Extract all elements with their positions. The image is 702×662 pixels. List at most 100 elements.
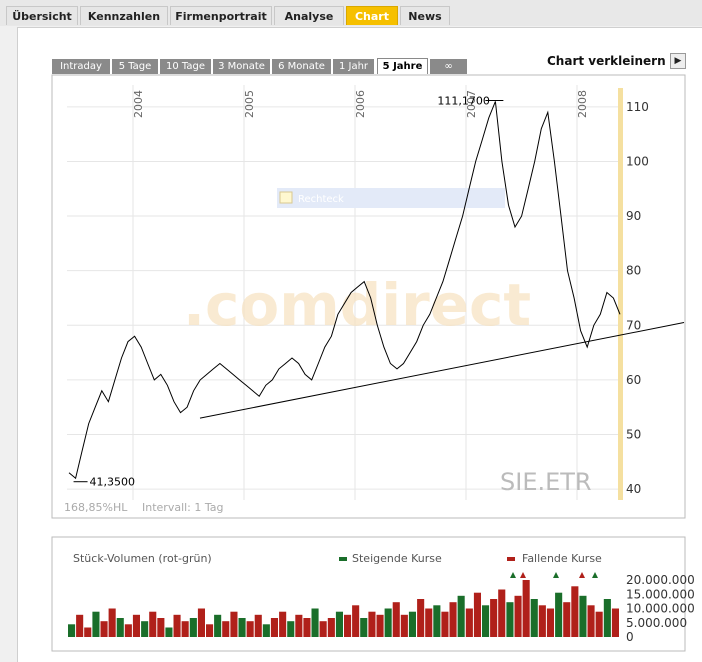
volume-bar	[449, 602, 457, 637]
max-label: 111,1700	[437, 94, 490, 107]
period-tab-0[interactable]: Intraday	[52, 59, 111, 74]
rechteck-label: Rechteck	[298, 194, 344, 205]
tab-firmenportrait[interactable]: Firmenportrait	[170, 6, 272, 25]
volume-bar	[84, 627, 92, 637]
price-line	[68, 101, 621, 480]
trend-line	[199, 322, 685, 419]
volume-y-label: 5.000.000	[626, 616, 687, 630]
legend-up-label: Steigende Kurse	[352, 552, 442, 565]
period-tab-7[interactable]: ∞	[430, 59, 468, 74]
volume-bar	[555, 592, 563, 637]
volume-bar	[392, 602, 400, 637]
x-tick-label: 2005	[243, 90, 256, 118]
range-label: 168,85%HL	[64, 501, 128, 514]
tab-kennzahlen[interactable]: Kennzahlen	[80, 6, 168, 25]
volume-bar	[538, 605, 546, 637]
period-tab-4[interactable]: 6 Monate	[272, 59, 332, 74]
volume-y-label: 15.000.000	[626, 587, 695, 601]
y-tick-label: 40	[626, 482, 641, 496]
x-tick-label: 2007	[465, 90, 478, 118]
volume-bar	[270, 618, 278, 637]
volume-bar	[206, 624, 214, 637]
tab-analyse[interactable]: Analyse	[274, 6, 344, 25]
legend-up-swatch	[339, 557, 347, 561]
volume-bar	[76, 614, 84, 637]
volume-bar	[222, 621, 230, 637]
tab-chart[interactable]: Chart	[346, 6, 398, 25]
y-tick-label: 100	[626, 154, 649, 168]
volume-bar	[335, 611, 343, 637]
volume-bar	[149, 611, 157, 637]
volume-bar	[116, 618, 124, 637]
volume-y-label: 10.000.000	[626, 602, 695, 616]
volume-bar	[465, 608, 473, 637]
volume-bar	[181, 621, 189, 637]
rechteck-icon	[279, 191, 293, 204]
volume-bar	[246, 621, 254, 637]
y-tick-label: 90	[626, 209, 641, 223]
volume-y-label: 0	[626, 630, 634, 644]
min-label: 41,3500	[90, 476, 136, 489]
volume-bar	[287, 621, 295, 637]
volume-bar	[230, 611, 238, 637]
volume-bar	[238, 618, 246, 637]
watermark-text: .comdirect	[183, 271, 531, 339]
volume-peak-arrow	[592, 572, 598, 578]
period-tab-6[interactable]: 5 Jahre	[377, 58, 428, 74]
period-tab-5[interactable]: 1 Jahr	[333, 59, 375, 74]
volume-bar	[68, 624, 76, 637]
volume-bar	[425, 608, 433, 637]
tab-übersicht[interactable]: Übersicht	[6, 6, 78, 25]
volume-bar	[546, 608, 554, 637]
volume-bar	[262, 624, 270, 637]
period-tab-1[interactable]: 5 Tage	[112, 59, 159, 74]
volume-bar	[100, 621, 108, 637]
volume-bar	[603, 599, 611, 637]
volume-bar	[587, 605, 595, 637]
tab-news[interactable]: News	[400, 6, 450, 25]
play-right-icon[interactable]: ▶	[670, 53, 686, 69]
volume-bar	[579, 595, 587, 637]
volume-peak-arrow	[553, 572, 559, 578]
chart-shrink-link[interactable]: Chart verkleinern	[547, 54, 666, 68]
y-tick-label: 80	[626, 264, 641, 278]
y-tick-label: 70	[626, 318, 641, 332]
volume-bar	[506, 602, 514, 637]
volume-bar	[303, 618, 311, 637]
volume-bar	[189, 618, 197, 637]
interval-label: Intervall: 1 Tag	[142, 501, 224, 514]
volume-bar	[319, 621, 327, 637]
volume-title: Stück-Volumen (rot-grün)	[73, 552, 212, 565]
y-tick-label: 110	[626, 100, 649, 114]
volume-bar	[571, 586, 579, 637]
main-tab-bar: Übersicht Kennzahlen Firmenportrait Analyse…	[0, 0, 702, 26]
volume-bar	[400, 614, 408, 637]
volume-bar	[530, 599, 538, 637]
legend-down-swatch	[507, 557, 515, 561]
volume-bar	[595, 611, 603, 637]
x-tick-label: 2004	[132, 90, 145, 118]
period-tab-2[interactable]: 10 Tage	[160, 59, 212, 74]
volume-bar	[132, 614, 140, 637]
volume-bar	[327, 618, 335, 637]
volume-y-label: 20.000.000	[626, 573, 695, 587]
current-marker-bar	[618, 88, 623, 500]
y-tick-label: 60	[626, 373, 641, 387]
volume-bar	[141, 621, 149, 637]
volume-bar	[563, 602, 571, 637]
volume-bar	[490, 599, 498, 637]
volume-bar	[514, 595, 522, 637]
volume-bar	[295, 614, 303, 637]
ticker-label: SIE.ETR	[500, 468, 592, 496]
volume-peak-arrow	[510, 572, 516, 578]
y-tick-label: 50	[626, 427, 641, 441]
x-tick-label: 2008	[576, 90, 589, 118]
volume-bar	[165, 627, 173, 637]
period-tab-3[interactable]: 3 Monate	[213, 59, 271, 74]
volume-bar	[408, 611, 416, 637]
rechteck-box	[277, 188, 505, 208]
volume-bar	[352, 605, 360, 637]
volume-bar	[417, 599, 425, 637]
volume-bar	[214, 614, 222, 637]
